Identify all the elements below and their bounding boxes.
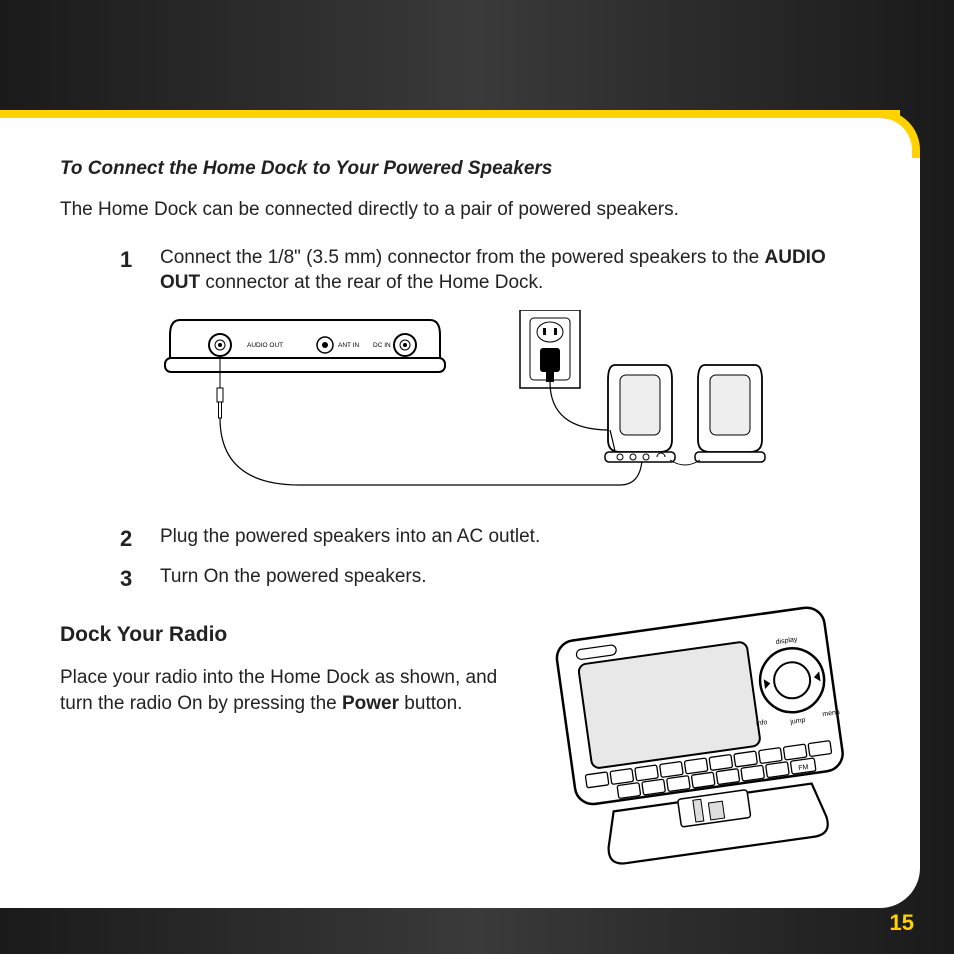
step-text: Plug the powered speakers into an AC out…	[160, 526, 540, 547]
step-text-post: connector at the rear of the Home Dock.	[200, 272, 543, 293]
home-dock-rear: AUDIO OUT ANT IN DC IN	[165, 320, 445, 372]
audio-out-label: AUDIO OUT	[247, 342, 283, 349]
steps-list: 1 Connect the 1/8" (3.5 mm) connector fr…	[120, 245, 860, 296]
dock-radio-section: Dock Your Radio Place your radio into th…	[60, 603, 860, 883]
step-3: 3 Turn On the powered speakers.	[120, 564, 860, 590]
step-text: Connect the 1/8" (3.5 mm) connector from…	[160, 247, 765, 268]
intro-text: The Home Dock can be connected directly …	[60, 198, 860, 223]
step-number: 2	[120, 524, 132, 554]
page-number: 15	[890, 910, 914, 936]
steps-list-continued: 2 Plug the powered speakers into an AC o…	[120, 524, 860, 589]
radio-dock-svg: display jump info menu	[550, 603, 860, 883]
step-number: 1	[120, 245, 132, 275]
dock-text: Place your radio into the Home Dock as s…	[60, 665, 530, 716]
accent-bar	[0, 110, 900, 118]
radio-screen	[578, 642, 761, 770]
radio-dock-diagram: display jump info menu	[550, 603, 860, 883]
step-1: 1 Connect the 1/8" (3.5 mm) connector fr…	[120, 245, 860, 296]
section-title: To Connect the Home Dock to Your Powered…	[60, 158, 860, 180]
left-speaker	[605, 365, 675, 462]
dock-speakers-diagram-svg: AUDIO OUT ANT IN DC IN	[150, 310, 790, 500]
right-speaker	[695, 365, 765, 462]
ant-in-label: ANT IN	[338, 342, 359, 349]
step-text: Turn On the powered speakers.	[160, 566, 427, 587]
page-content: To Connect the Home Dock to Your Powered…	[0, 118, 920, 908]
wall-outlet	[520, 310, 610, 430]
svg-text:FM: FM	[798, 764, 809, 772]
dc-in-label: DC IN	[373, 342, 391, 349]
step-2: 2 Plug the powered speakers into an AC o…	[120, 524, 860, 550]
dock-heading: Dock Your Radio	[60, 623, 530, 647]
connection-diagram: AUDIO OUT ANT IN DC IN	[150, 310, 860, 500]
step-number: 3	[120, 564, 132, 594]
